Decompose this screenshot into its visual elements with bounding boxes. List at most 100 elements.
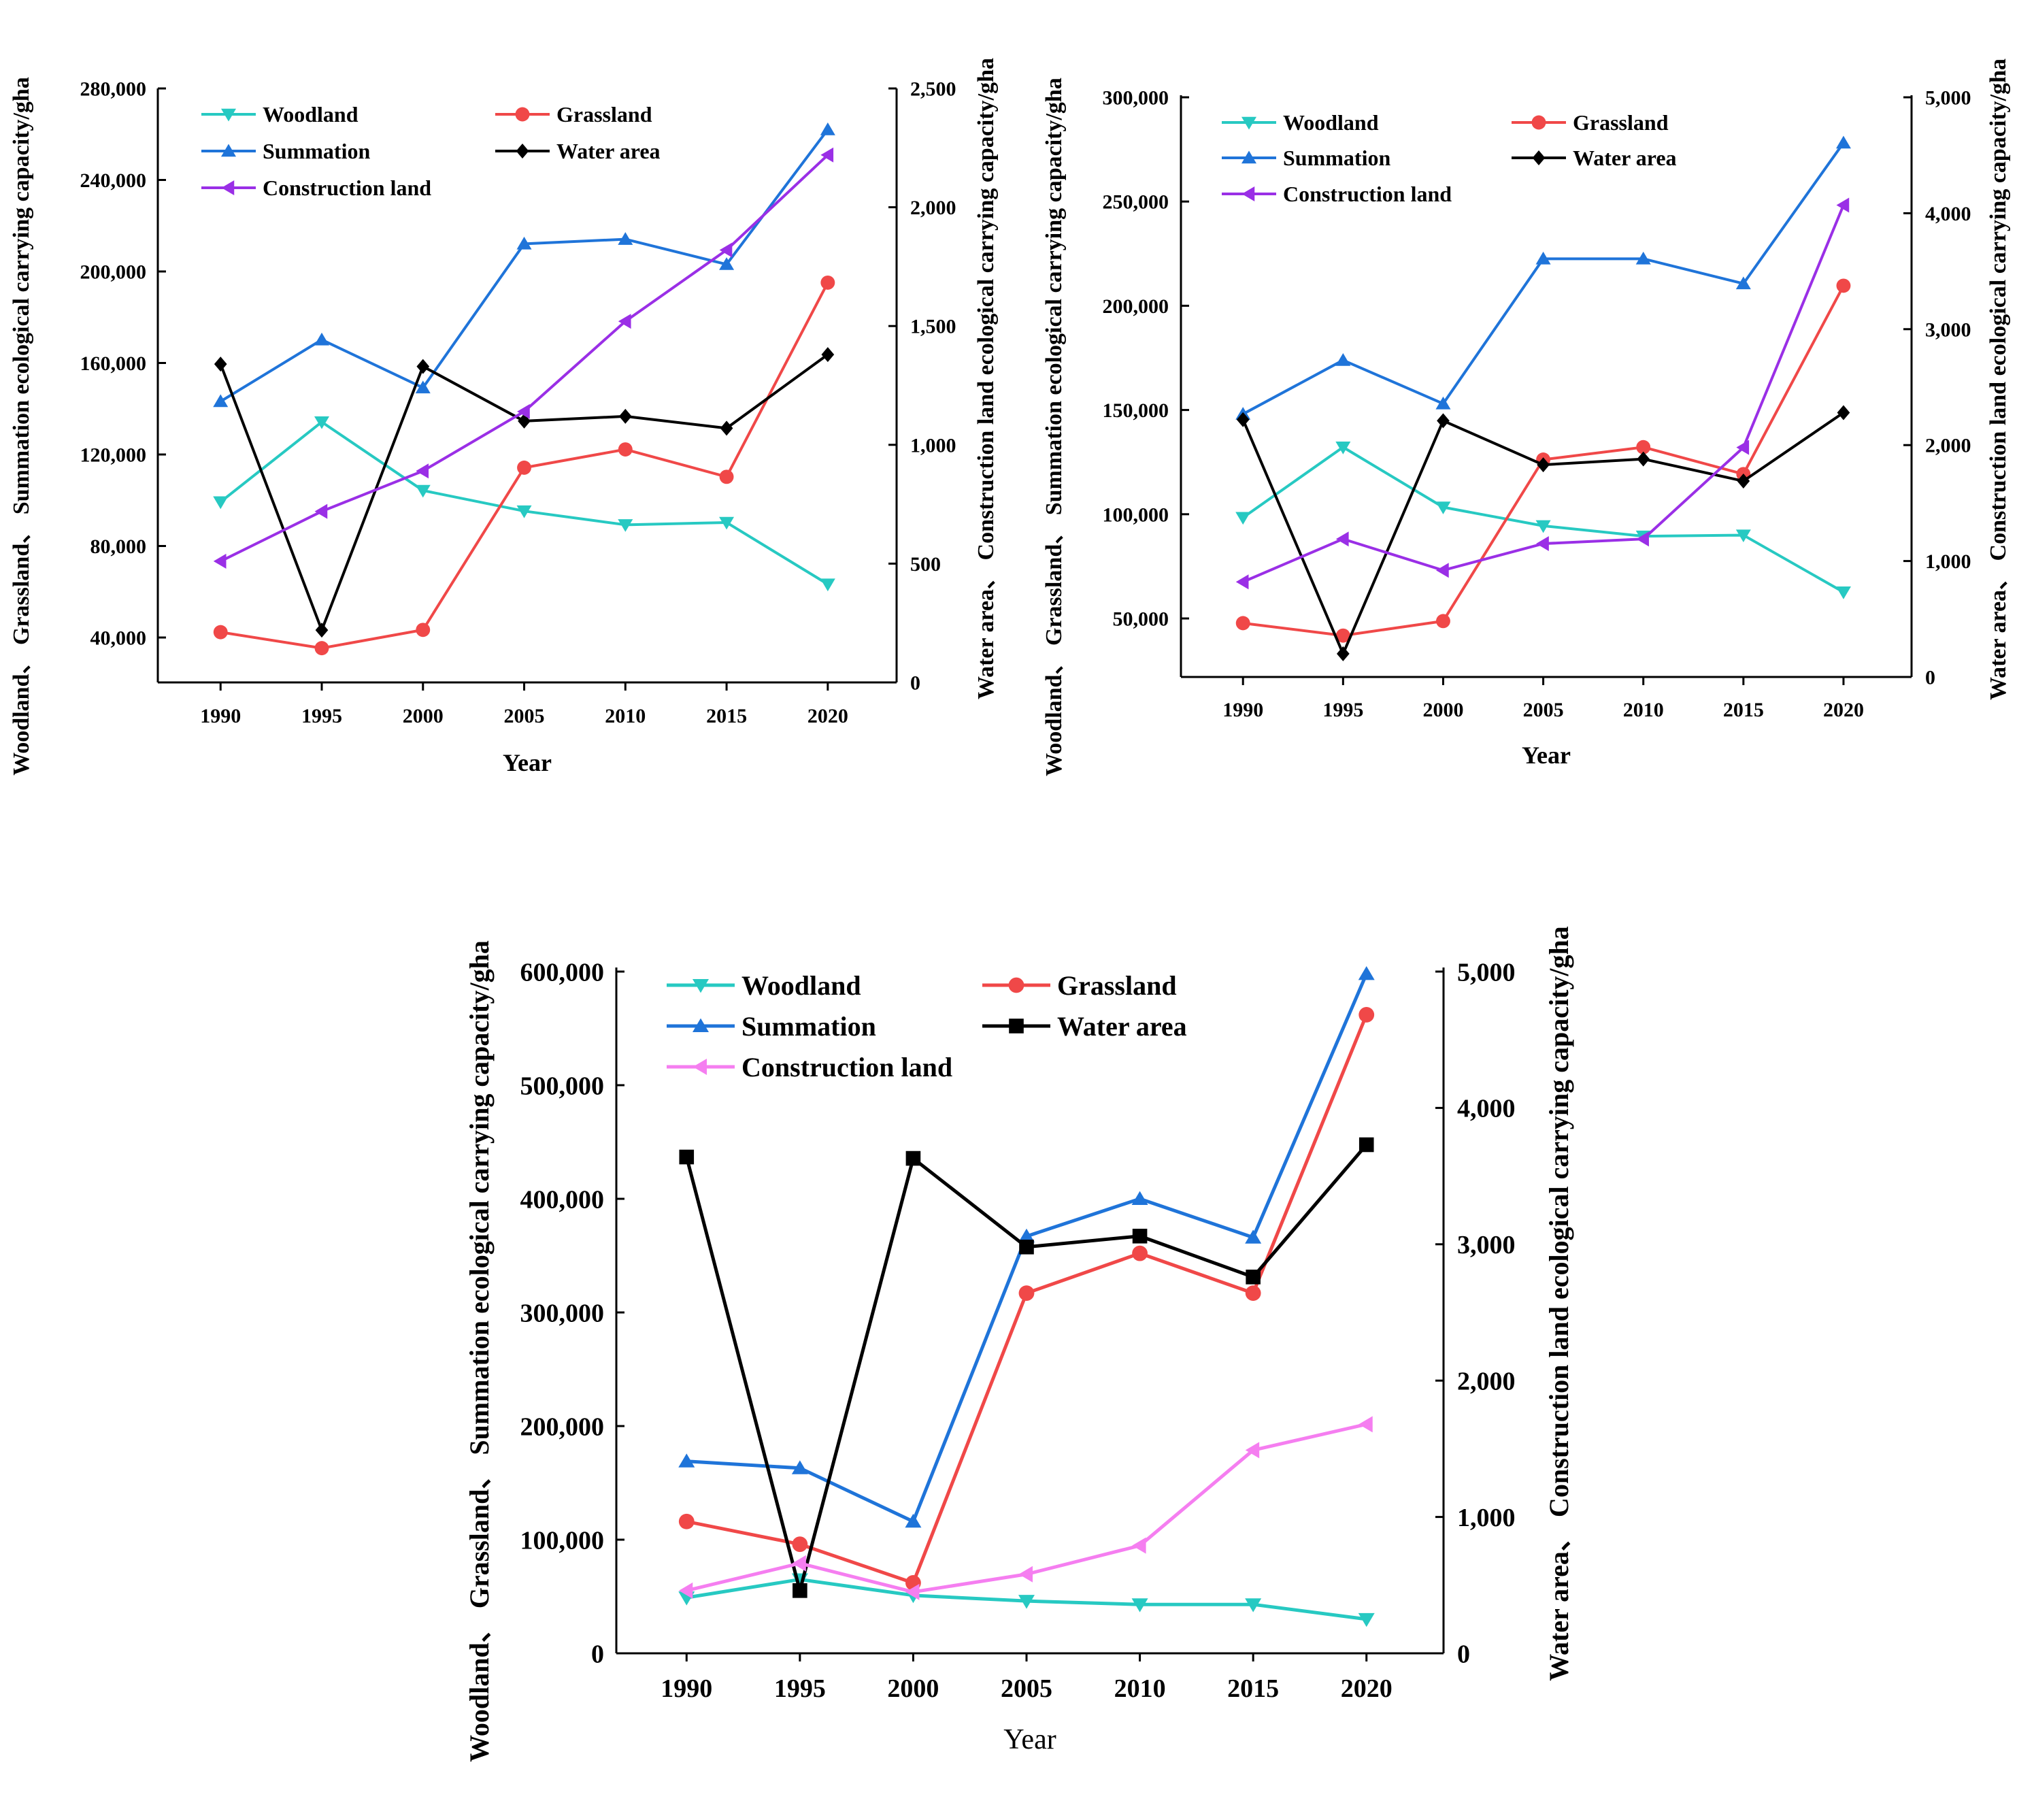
point-construction-land	[1836, 197, 1850, 213]
legend-entry-grassland: Grassland	[982, 970, 1177, 1001]
point-woodland	[820, 578, 835, 592]
x-axis-label: Year	[1522, 742, 1571, 769]
point-water-area	[821, 347, 835, 363]
legend-marker	[693, 979, 709, 993]
point-woodland	[1735, 529, 1751, 543]
left-y-tick-label: 40,000	[90, 627, 147, 650]
point-construction-land	[1536, 536, 1549, 552]
point-woodland	[314, 416, 330, 429]
point-water-area	[1019, 1240, 1034, 1255]
point-water-area	[214, 357, 227, 372]
point-woodland	[719, 516, 735, 530]
point-construction-land	[678, 1582, 693, 1599]
x-tick-label: 2005	[1523, 699, 1564, 721]
right-y-tick-label: 3,000	[1925, 318, 1971, 341]
left-y-tick-label: 300,000	[520, 1299, 605, 1327]
x-tick-label: 1990	[1222, 699, 1263, 721]
point-summation	[1018, 1228, 1035, 1243]
legend-entry-woodland: Woodland	[201, 102, 359, 127]
point-woodland	[618, 519, 633, 532]
legend-marker	[1531, 115, 1546, 130]
legend-entry-grassland: Grassland	[495, 102, 652, 127]
right-y-tick-label: 0	[1925, 667, 1935, 689]
series-woodland	[1235, 441, 1851, 599]
legend-marker	[1532, 150, 1546, 165]
right-y-axis-label: Water area、 Construction land ecological…	[1544, 926, 1574, 1681]
legend-marker	[221, 180, 235, 195]
legend-label: Construction land	[741, 1052, 952, 1082]
left-y-axis-label: Woodland、 Grassland、 Summation ecologica…	[1041, 78, 1067, 776]
right-y-tick-label: 4,000	[1457, 1095, 1516, 1123]
point-summation	[516, 236, 532, 250]
series-grassland	[213, 275, 835, 656]
legend-marker	[1008, 977, 1024, 993]
left-y-tick-label: 120,000	[80, 444, 147, 467]
point-summation	[618, 232, 633, 245]
legend-entry-construction-land: Construction land	[667, 1052, 952, 1082]
legend-marker	[693, 1018, 709, 1032]
chart-panel-top-left: 40,000 80,000 120,000 160,000 200,000 240,000…	[9, 58, 999, 776]
x-tick-label: 1995	[301, 705, 342, 727]
legend-marker	[1241, 150, 1256, 164]
left-y-tick-label: 80,000	[90, 535, 147, 558]
point-water-area	[1437, 413, 1450, 429]
point-grassland	[792, 1536, 808, 1553]
x-tick-label: 2000	[887, 1674, 939, 1703]
point-woodland	[415, 484, 431, 498]
point-construction-land	[213, 553, 227, 569]
left-y-tick-label: 400,000	[520, 1185, 605, 1214]
point-water-area	[1336, 646, 1350, 661]
left-y-tick-label: 0	[591, 1640, 604, 1668]
point-grassland	[678, 1513, 695, 1529]
point-water-area	[1236, 412, 1250, 427]
legend-label: Woodland	[741, 970, 861, 1001]
legend-label: Water area	[1573, 146, 1677, 170]
point-construction-land	[1335, 531, 1349, 547]
point-summation	[1435, 396, 1451, 410]
legend-entry-summation: Summation	[201, 139, 370, 163]
point-construction-land	[1436, 563, 1449, 578]
left-y-tick-label: 100,000	[520, 1526, 605, 1555]
right-y-tick-label: 1,000	[1457, 1504, 1516, 1532]
x-tick-label: 1990	[661, 1674, 712, 1703]
right-y-tick-label: 0	[1457, 1640, 1470, 1668]
point-grassland	[416, 623, 431, 638]
point-summation	[1358, 965, 1375, 980]
point-grassland	[213, 625, 228, 640]
point-water-area	[793, 1583, 807, 1598]
point-summation	[213, 394, 229, 408]
point-construction-land	[517, 403, 530, 419]
x-tick-label: 2005	[504, 705, 545, 727]
chart-panel-top-right: 50,000 100,000 150,000 200,000 250,000 300,00…	[1041, 59, 2011, 776]
point-summation	[905, 1513, 922, 1528]
left-y-tick-label: 500,000	[520, 1072, 605, 1100]
left-y-tick-label: 100,000	[1103, 503, 1169, 526]
legend-label: Grassland	[1573, 110, 1669, 135]
point-construction-land	[719, 242, 733, 258]
point-construction-land	[905, 1583, 920, 1600]
point-water-area	[618, 408, 632, 424]
right-y-tick-label: 2,000	[1457, 1368, 1516, 1396]
point-water-area	[416, 359, 430, 374]
legend-label: Woodland	[1283, 110, 1379, 135]
point-construction-land	[820, 147, 834, 163]
point-grassland	[517, 460, 531, 475]
point-construction-land	[1018, 1566, 1033, 1583]
point-construction-land	[792, 1555, 806, 1572]
legend-marker	[221, 144, 236, 157]
point-water-area	[1246, 1270, 1261, 1285]
point-summation	[1635, 251, 1651, 265]
point-grassland	[1836, 278, 1851, 293]
point-grassland	[820, 275, 835, 290]
series-summation	[1235, 135, 1851, 420]
legend-marker	[516, 144, 529, 159]
point-water-area	[1837, 405, 1850, 420]
legend-entry-construction-land: Construction land	[201, 176, 431, 200]
x-tick-label: 1990	[200, 705, 241, 727]
axes	[1180, 95, 1913, 685]
x-tick-label: 2010	[1623, 699, 1664, 721]
point-summation	[791, 1460, 808, 1474]
point-water-area	[679, 1149, 695, 1165]
legend-marker	[1241, 186, 1255, 201]
